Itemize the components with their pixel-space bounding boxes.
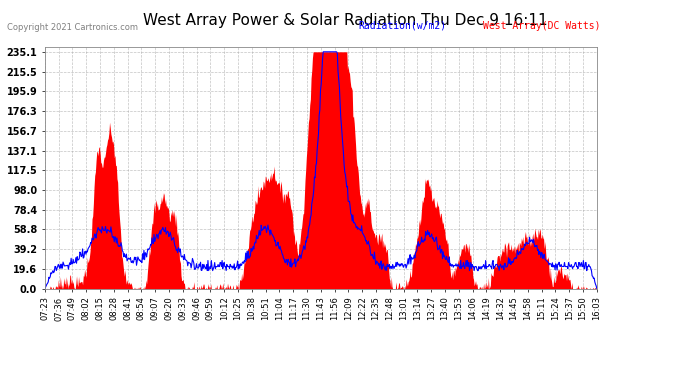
- Text: West Array Power & Solar Radiation Thu Dec 9 16:11: West Array Power & Solar Radiation Thu D…: [143, 13, 547, 28]
- Text: Copyright 2021 Cartronics.com: Copyright 2021 Cartronics.com: [7, 22, 138, 32]
- Text: Radiation(w/m2): Radiation(w/m2): [359, 21, 447, 31]
- Text: West Array(DC Watts): West Array(DC Watts): [483, 21, 600, 31]
